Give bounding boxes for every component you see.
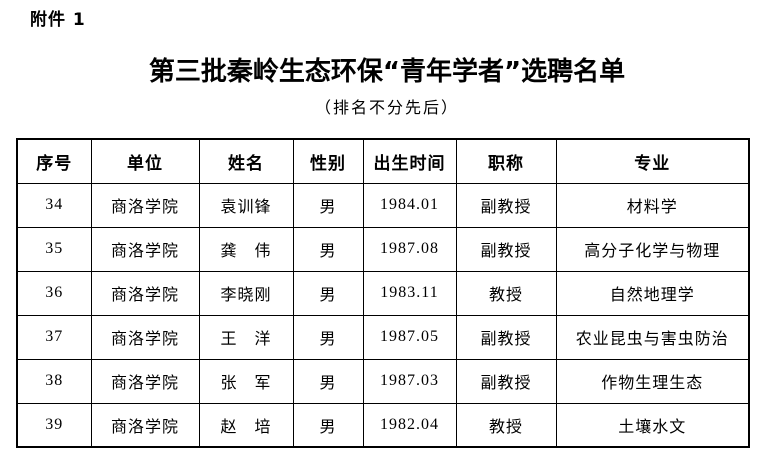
cell-major: 土壤水文 bbox=[555, 402, 750, 448]
cell-seq: 39 bbox=[16, 402, 92, 448]
column-header-unit: 单位 bbox=[90, 138, 200, 184]
cell-unit: 商洛学院 bbox=[90, 182, 200, 228]
cell-birth: 1987.03 bbox=[362, 358, 457, 404]
cell-major: 高分子化学与物理 bbox=[555, 226, 750, 272]
column-header-major: 专业 bbox=[555, 138, 750, 184]
cell-major: 自然地理学 bbox=[555, 270, 750, 316]
page-subtitle: （排名不分先后） bbox=[314, 100, 459, 117]
cell-seq: 34 bbox=[16, 182, 92, 228]
cell-unit: 商洛学院 bbox=[90, 226, 200, 272]
cell-name: 赵 培 bbox=[198, 402, 294, 448]
column-header-birth: 出生时间 bbox=[362, 138, 457, 184]
table-header-row: 序号 单位 姓名 性别 出生时间 职称 专业 bbox=[16, 138, 750, 184]
cell-seq: 37 bbox=[16, 314, 92, 360]
cell-gender: 男 bbox=[292, 226, 364, 272]
cell-seq: 36 bbox=[16, 270, 92, 316]
cell-name: 李晓刚 bbox=[198, 270, 294, 316]
table-body: 34 商洛学院 袁训锋男 1984.01 副教授 材料学 35 商洛学院龚 伟男 1987.08… bbox=[16, 182, 750, 448]
cell-gender: 男 bbox=[292, 314, 364, 360]
cell-gender: 男 bbox=[292, 270, 364, 316]
cell-title: 副教授 bbox=[455, 226, 557, 272]
column-header-seq: 序号 bbox=[16, 138, 92, 184]
cell-birth: 1982.04 bbox=[362, 402, 457, 448]
attachment-label: 附件 1 bbox=[30, 10, 86, 30]
column-header-gender: 性别 bbox=[292, 138, 364, 184]
cell-major: 作物生理生态 bbox=[555, 358, 750, 404]
cell-seq: 38 bbox=[16, 358, 92, 404]
cell-gender: 男 bbox=[292, 402, 364, 448]
cell-title: 教授 bbox=[455, 402, 557, 448]
cell-birth: 1987.08 bbox=[362, 226, 457, 272]
table-row: 36 商洛学院 李晓刚男 1983.11 教授 自然地理学 bbox=[16, 270, 750, 316]
cell-name: 袁训锋 bbox=[198, 182, 294, 228]
page-title: 第三批秦岭生态环保“青年学者”选聘名单 bbox=[148, 57, 626, 87]
cell-unit: 商洛学院 bbox=[90, 314, 200, 360]
cell-name: 龚 伟 bbox=[198, 226, 294, 272]
cell-title: 副教授 bbox=[455, 358, 557, 404]
column-header-title: 职称 bbox=[455, 138, 557, 184]
cell-name: 王 洋 bbox=[198, 314, 294, 360]
table-row: 35 商洛学院龚 伟男 1987.08 副教授 高分子化学与物理 bbox=[16, 226, 750, 272]
table-row: 37 商洛学院王 洋男 1987.05 副教授 农业昆虫与害虫防治 bbox=[16, 314, 750, 360]
cell-unit: 商洛学院 bbox=[90, 270, 200, 316]
cell-title: 副教授 bbox=[455, 314, 557, 360]
cell-name: 张 军 bbox=[198, 358, 294, 404]
cell-title: 副教授 bbox=[455, 182, 557, 228]
cell-major: 材料学 bbox=[555, 182, 750, 228]
cell-birth: 1987.05 bbox=[362, 314, 457, 360]
cell-seq: 35 bbox=[16, 226, 92, 272]
table-row: 39 商洛学院赵 培男 1982.04 教授 土壤水文 bbox=[16, 402, 750, 448]
cell-major: 农业昆虫与害虫防治 bbox=[555, 314, 750, 360]
column-header-name: 姓名 bbox=[198, 138, 294, 184]
cell-unit: 商洛学院 bbox=[90, 402, 200, 448]
cell-title: 教授 bbox=[455, 270, 557, 316]
cell-birth: 1983.11 bbox=[362, 270, 457, 316]
cell-gender: 男 bbox=[292, 182, 364, 228]
table-row: 34 商洛学院 袁训锋男 1984.01 副教授 材料学 bbox=[16, 182, 750, 228]
scholars-table: 序号 单位 姓名 性别 出生时间 职称 专业 34 商洛学院 袁训锋男 1984.01 副教授 材料学… bbox=[16, 138, 750, 448]
table-row: 38 商洛学院张 军男 1987.03 副教授 作物生理生态 bbox=[16, 358, 750, 404]
cell-birth: 1984.01 bbox=[362, 182, 457, 228]
cell-gender: 男 bbox=[292, 358, 364, 404]
cell-unit: 商洛学院 bbox=[90, 358, 200, 404]
